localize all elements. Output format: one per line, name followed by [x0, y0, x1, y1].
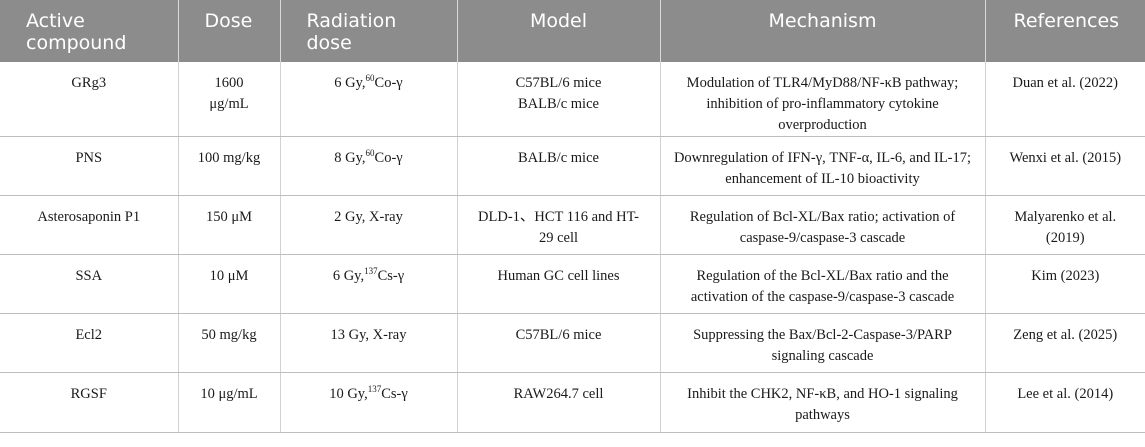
cell-radiation: 2 Gy, X-ray — [280, 195, 458, 255]
header-mechanism: Mechanism — [660, 0, 986, 62]
cell-radiation: 10 Gy,137Cs-γ — [280, 372, 458, 433]
table-row: Asterosaponin P1 150 μM 2 Gy, X-ray DLD-… — [0, 195, 1145, 255]
cell-reference: Lee et al. (2014) — [985, 372, 1145, 433]
cell-model: RAW264.7 cell — [457, 372, 661, 433]
cell-dose: 1600 μg/mL — [178, 62, 281, 137]
header-references: References — [985, 0, 1145, 62]
cell-model: Human GC cell lines — [457, 254, 661, 314]
cell-mechanism: Regulation of Bcl-XL/Bax ratio; activati… — [660, 195, 986, 255]
cell-model: DLD-1、HCT 116 and HT-29 cell — [457, 195, 661, 255]
table-row: GRg3 1600 μg/mL 6 Gy,60Co-γ C57BL/6 mice… — [0, 62, 1145, 137]
cell-mechanism: Regulation of the Bcl-XL/Bax ratio and t… — [660, 254, 986, 314]
cell-compound: SSA — [0, 254, 179, 314]
cell-dose: 10 μM — [178, 254, 281, 314]
cell-dose: 50 mg/kg — [178, 313, 281, 373]
cell-radiation: 6 Gy,137Cs-γ — [280, 254, 458, 314]
cell-compound: GRg3 — [0, 62, 179, 137]
cell-model: BALB/c mice — [457, 136, 661, 196]
cell-radiation: 8 Gy,60Co-γ — [280, 136, 458, 196]
cell-reference: Malyarenko et al. (2019) — [985, 195, 1145, 255]
cell-dose: 150 μM — [178, 195, 281, 255]
cell-mechanism: Modulation of TLR4/MyD88/NF-κB pathway; … — [660, 62, 986, 137]
cell-reference: Zeng et al. (2025) — [985, 313, 1145, 373]
cell-reference: Duan et al. (2022) — [985, 62, 1145, 137]
table-row: RGSF 10 μg/mL 10 Gy,137Cs-γ RAW264.7 cel… — [0, 372, 1145, 433]
cell-radiation: 13 Gy, X-ray — [280, 313, 458, 373]
header-radiation-dose: Radiation dose — [280, 0, 458, 62]
cell-mechanism: Suppressing the Bax/Bcl-2-Caspase-3/PARP… — [660, 313, 986, 373]
cell-mechanism: Downregulation of IFN-γ, TNF-α, IL-6, an… — [660, 136, 986, 196]
cell-model: C57BL/6 mice — [457, 313, 661, 373]
data-table: Active compound Dose Radiation dose Mode… — [0, 0, 1145, 433]
cell-compound: RGSF — [0, 372, 179, 433]
cell-dose: 10 μg/mL — [178, 372, 281, 433]
cell-compound: Asterosaponin P1 — [0, 195, 179, 255]
header-model: Model — [457, 0, 661, 62]
cell-reference: Kim (2023) — [985, 254, 1145, 314]
table-row: SSA 10 μM 6 Gy,137Cs-γ Human GC cell lin… — [0, 254, 1145, 314]
cell-dose: 100 mg/kg — [178, 136, 281, 196]
cell-model: C57BL/6 mice BALB/c mice — [457, 62, 661, 137]
header-dose: Dose — [178, 0, 281, 62]
table-row: Ecl2 50 mg/kg 13 Gy, X-ray C57BL/6 mice … — [0, 313, 1145, 373]
cell-reference: Wenxi et al. (2015) — [985, 136, 1145, 196]
header-row: Active compound Dose Radiation dose Mode… — [0, 0, 1145, 62]
cell-radiation: 6 Gy,60Co-γ — [280, 62, 458, 137]
table-row: PNS 100 mg/kg 8 Gy,60Co-γ BALB/c mice Do… — [0, 136, 1145, 196]
cell-mechanism: Inhibit the CHK2, NF-κB, and HO-1 signal… — [660, 372, 986, 433]
header-active-compound: Active compound — [0, 0, 179, 62]
cell-compound: Ecl2 — [0, 313, 179, 373]
cell-compound: PNS — [0, 136, 179, 196]
